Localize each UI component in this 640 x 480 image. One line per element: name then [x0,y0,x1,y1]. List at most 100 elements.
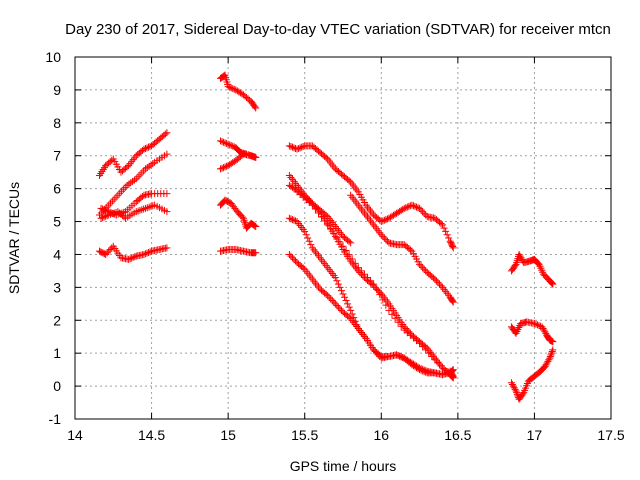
data-point [100,213,108,221]
data-point [330,298,338,306]
data-point [331,300,339,308]
data-point [443,231,451,239]
series-arc-c5 [285,250,457,380]
data-point [403,203,411,211]
series-arc-b4 [216,196,260,232]
data-point [290,255,298,263]
y-axis-label: SDTVAR / TECUs [6,182,22,294]
data-point [238,151,246,159]
data-point [513,389,521,397]
data-point [419,208,427,216]
data-series [96,71,557,403]
data-point [216,165,224,173]
data-point [324,292,332,300]
x-tick-label: 14.5 [138,427,165,443]
chart-title: Day 230 of 2017, Sidereal Day-to-day VTE… [65,21,611,38]
data-point [420,209,428,217]
series-arc-b3 [216,150,260,173]
data-point [302,231,310,239]
x-tick-label: 17.5 [597,427,624,443]
data-point [102,250,110,258]
data-point [140,145,148,153]
data-point [345,303,353,311]
data-point [330,229,338,237]
data-point [345,238,353,246]
data-point [229,85,237,93]
x-tick-label: 15.5 [291,427,318,443]
data-point [318,213,326,221]
y-tick-label: 10 [45,49,61,65]
data-point [419,365,427,373]
data-point [391,314,399,322]
data-point [218,138,226,146]
data-point [417,262,425,270]
data-point [406,246,414,254]
data-point [288,216,296,224]
data-point [131,253,139,261]
data-point [376,351,384,359]
data-point [347,239,355,247]
data-point [511,385,519,393]
data-point [434,359,442,367]
data-point [218,164,226,172]
data-point [145,248,153,256]
y-tick-label: 5 [53,214,61,230]
data-point [99,205,107,213]
axis-ticks [74,56,612,420]
data-point [428,352,436,360]
y-tick-label: 6 [53,181,61,197]
series-arc-c1 [285,142,457,252]
data-point [322,154,330,162]
data-point [324,221,332,229]
data-point [252,249,260,257]
data-point [313,204,321,212]
data-point [252,104,260,112]
data-point [146,248,154,256]
data-point [334,303,342,311]
data-point [382,216,390,224]
data-point [123,163,131,171]
data-point [354,264,362,272]
plot-frame [74,56,612,420]
data-point [377,218,385,226]
data-point [380,234,388,242]
data-point [221,139,229,147]
data-point [402,325,410,332]
data-point [163,190,171,198]
data-point [298,143,306,151]
data-point [140,250,148,258]
data-point [360,270,368,278]
data-point [224,140,232,148]
data-point [530,320,538,328]
data-point [413,203,421,211]
data-point [512,387,520,395]
data-point [226,83,234,91]
data-point [546,352,554,360]
data-point [325,293,333,301]
data-point [449,244,457,252]
data-point [103,212,111,220]
data-point [449,298,457,306]
data-point [221,163,229,171]
data-point [348,255,356,263]
data-point [370,280,378,288]
data-point [379,217,387,225]
data-point [399,353,407,361]
data-point [126,255,134,263]
data-point [394,351,402,359]
data-point [299,143,307,151]
data-point [548,279,556,287]
data-point [548,279,556,287]
data-point [397,353,405,361]
data-point [449,297,457,305]
y-tick-label: 9 [53,82,61,98]
data-point [296,144,304,152]
data-point [138,193,146,201]
data-point [405,202,413,210]
data-point [388,310,396,318]
data-point [288,254,296,262]
data-point [439,371,447,379]
data-point [285,250,293,258]
data-point [301,227,309,235]
data-point [311,205,319,213]
